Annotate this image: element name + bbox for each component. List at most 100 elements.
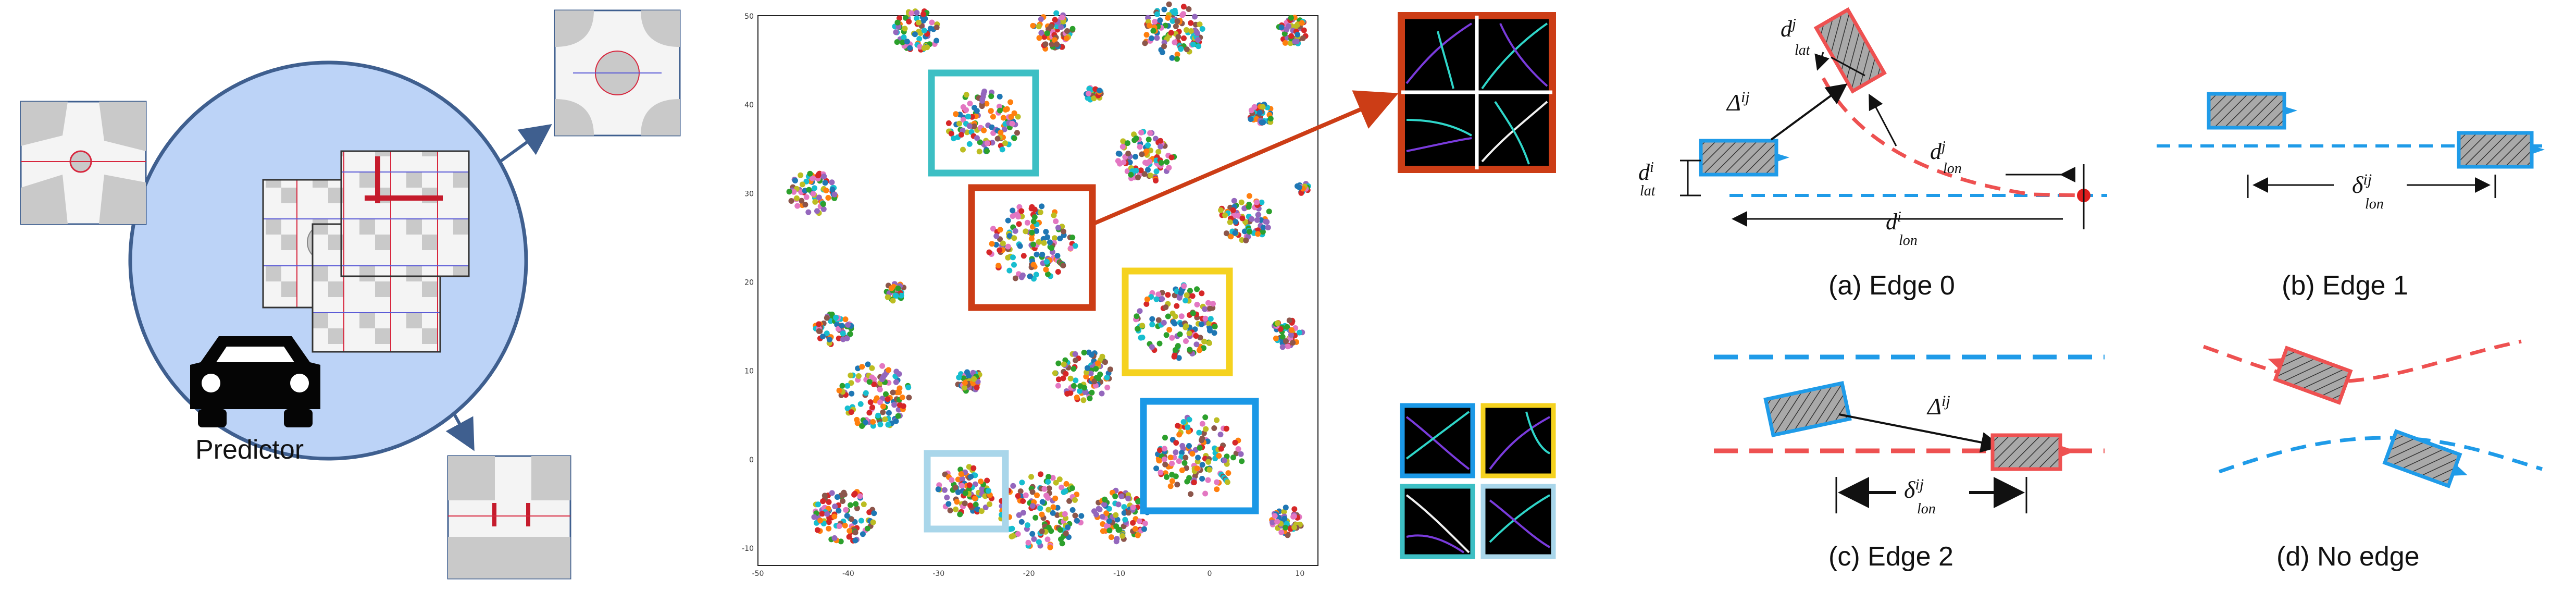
scatter-point [1168,30,1174,36]
scatter-point [1060,375,1066,382]
scatter-point [1180,4,1187,10]
scatter-point [1063,530,1069,536]
scatter-point [1015,114,1021,120]
x-tick-label: -40 [842,570,854,578]
scatter-point [877,399,883,405]
scatter-point [1165,292,1171,298]
scatter-point [1031,206,1038,213]
cluster-box-light-blue [924,450,1009,533]
scatter-point [954,499,960,505]
scatter-point [1288,15,1294,21]
scatter-point [1163,304,1169,310]
cluster-box-cyan [928,69,1039,177]
scatter-point [1148,173,1154,179]
scatter-point [1278,24,1285,31]
scatter-point [958,471,964,477]
scatter-point [1046,474,1052,480]
scatter-point [953,506,959,512]
scatter-point [895,413,901,419]
scatter-point [817,518,824,524]
embedding-panel: -50 -40 -30 -20 -10 0 10 50 40 30 20 10 0 -10 [742,1,1556,578]
scatter-point [1174,303,1180,309]
scatter-point [1176,355,1182,361]
scatter-point [987,501,992,507]
scatter-point [1154,11,1160,17]
scatter-point [844,405,851,411]
scatter-point [966,141,973,147]
scatter-point [1044,259,1050,265]
scatter-point [984,477,990,484]
scatter-point [1052,37,1058,43]
scatter-point [1023,228,1029,235]
scatter-point [1060,262,1066,268]
scatter-point [976,149,982,155]
scatter-point [842,522,848,528]
scatter-point [869,365,875,371]
scatter-point [1299,20,1305,26]
svg-text:Δij: Δij [1926,392,1950,420]
scatter-point [1102,359,1108,365]
scatter-point [1043,266,1049,273]
scatter-point [964,369,970,375]
scatter-point [1037,209,1043,215]
scatter-point [824,330,830,337]
zoom-thumbnail-grid [1400,403,1556,559]
scatter-point [1184,478,1190,485]
scatter-point [799,198,805,204]
scatter-point [894,39,900,45]
scatter-point [1206,325,1213,331]
scatter-point [941,487,948,493]
scatter-point [1095,360,1101,366]
scatter-point [952,485,959,491]
scatter-point [1238,199,1245,205]
scatter-point [1017,488,1024,495]
scatter-point [1047,544,1053,550]
scatter-point [1161,43,1167,50]
scatter-point [1267,116,1274,122]
scatter-point [806,187,812,193]
scatter-point [869,404,876,411]
scatter-point [1050,504,1056,510]
scatter-point [1115,151,1122,157]
scatter-point [885,422,891,428]
scatter-point [1030,22,1036,29]
scatter-point [1180,419,1187,425]
scatter-point [1172,347,1178,353]
scatter-point [1029,503,1036,509]
scatter-point [791,189,797,195]
scatter-point [1096,375,1101,382]
scatter-point [921,45,927,51]
map-bottom [447,455,571,580]
scatter-point [1036,23,1042,30]
scatter-point [1264,219,1270,225]
scatter-point [1259,199,1265,205]
map-left [20,101,147,225]
scatter-point [1091,95,1097,102]
scatter-point [831,191,838,198]
scatter-point [900,39,905,45]
scatter-point [1106,518,1112,524]
scatter-point [1048,23,1054,30]
scatter-point [1153,178,1159,183]
scatter-point [1197,347,1202,353]
scatter-point [1289,327,1295,333]
y-tick-label: 0 [749,456,754,464]
scatter-point [1057,527,1063,533]
scatter-point [1172,39,1178,45]
scatter-point [1097,88,1103,94]
scatter-point [829,311,835,317]
scatter-point [1073,357,1079,363]
scatter-point [1172,321,1178,327]
scatter-point [997,247,1003,253]
scatter-point [1073,377,1079,384]
scatter-point [820,498,826,505]
scatter-point [1050,475,1056,481]
scatter-point [1139,323,1146,329]
scatter-point [955,476,961,483]
scatter-point [859,423,865,429]
scatter-point [1045,495,1051,501]
scatter-point [902,26,908,32]
scatter-point [901,34,907,40]
scatter-point [1186,330,1192,337]
scatter-point [1196,429,1202,436]
